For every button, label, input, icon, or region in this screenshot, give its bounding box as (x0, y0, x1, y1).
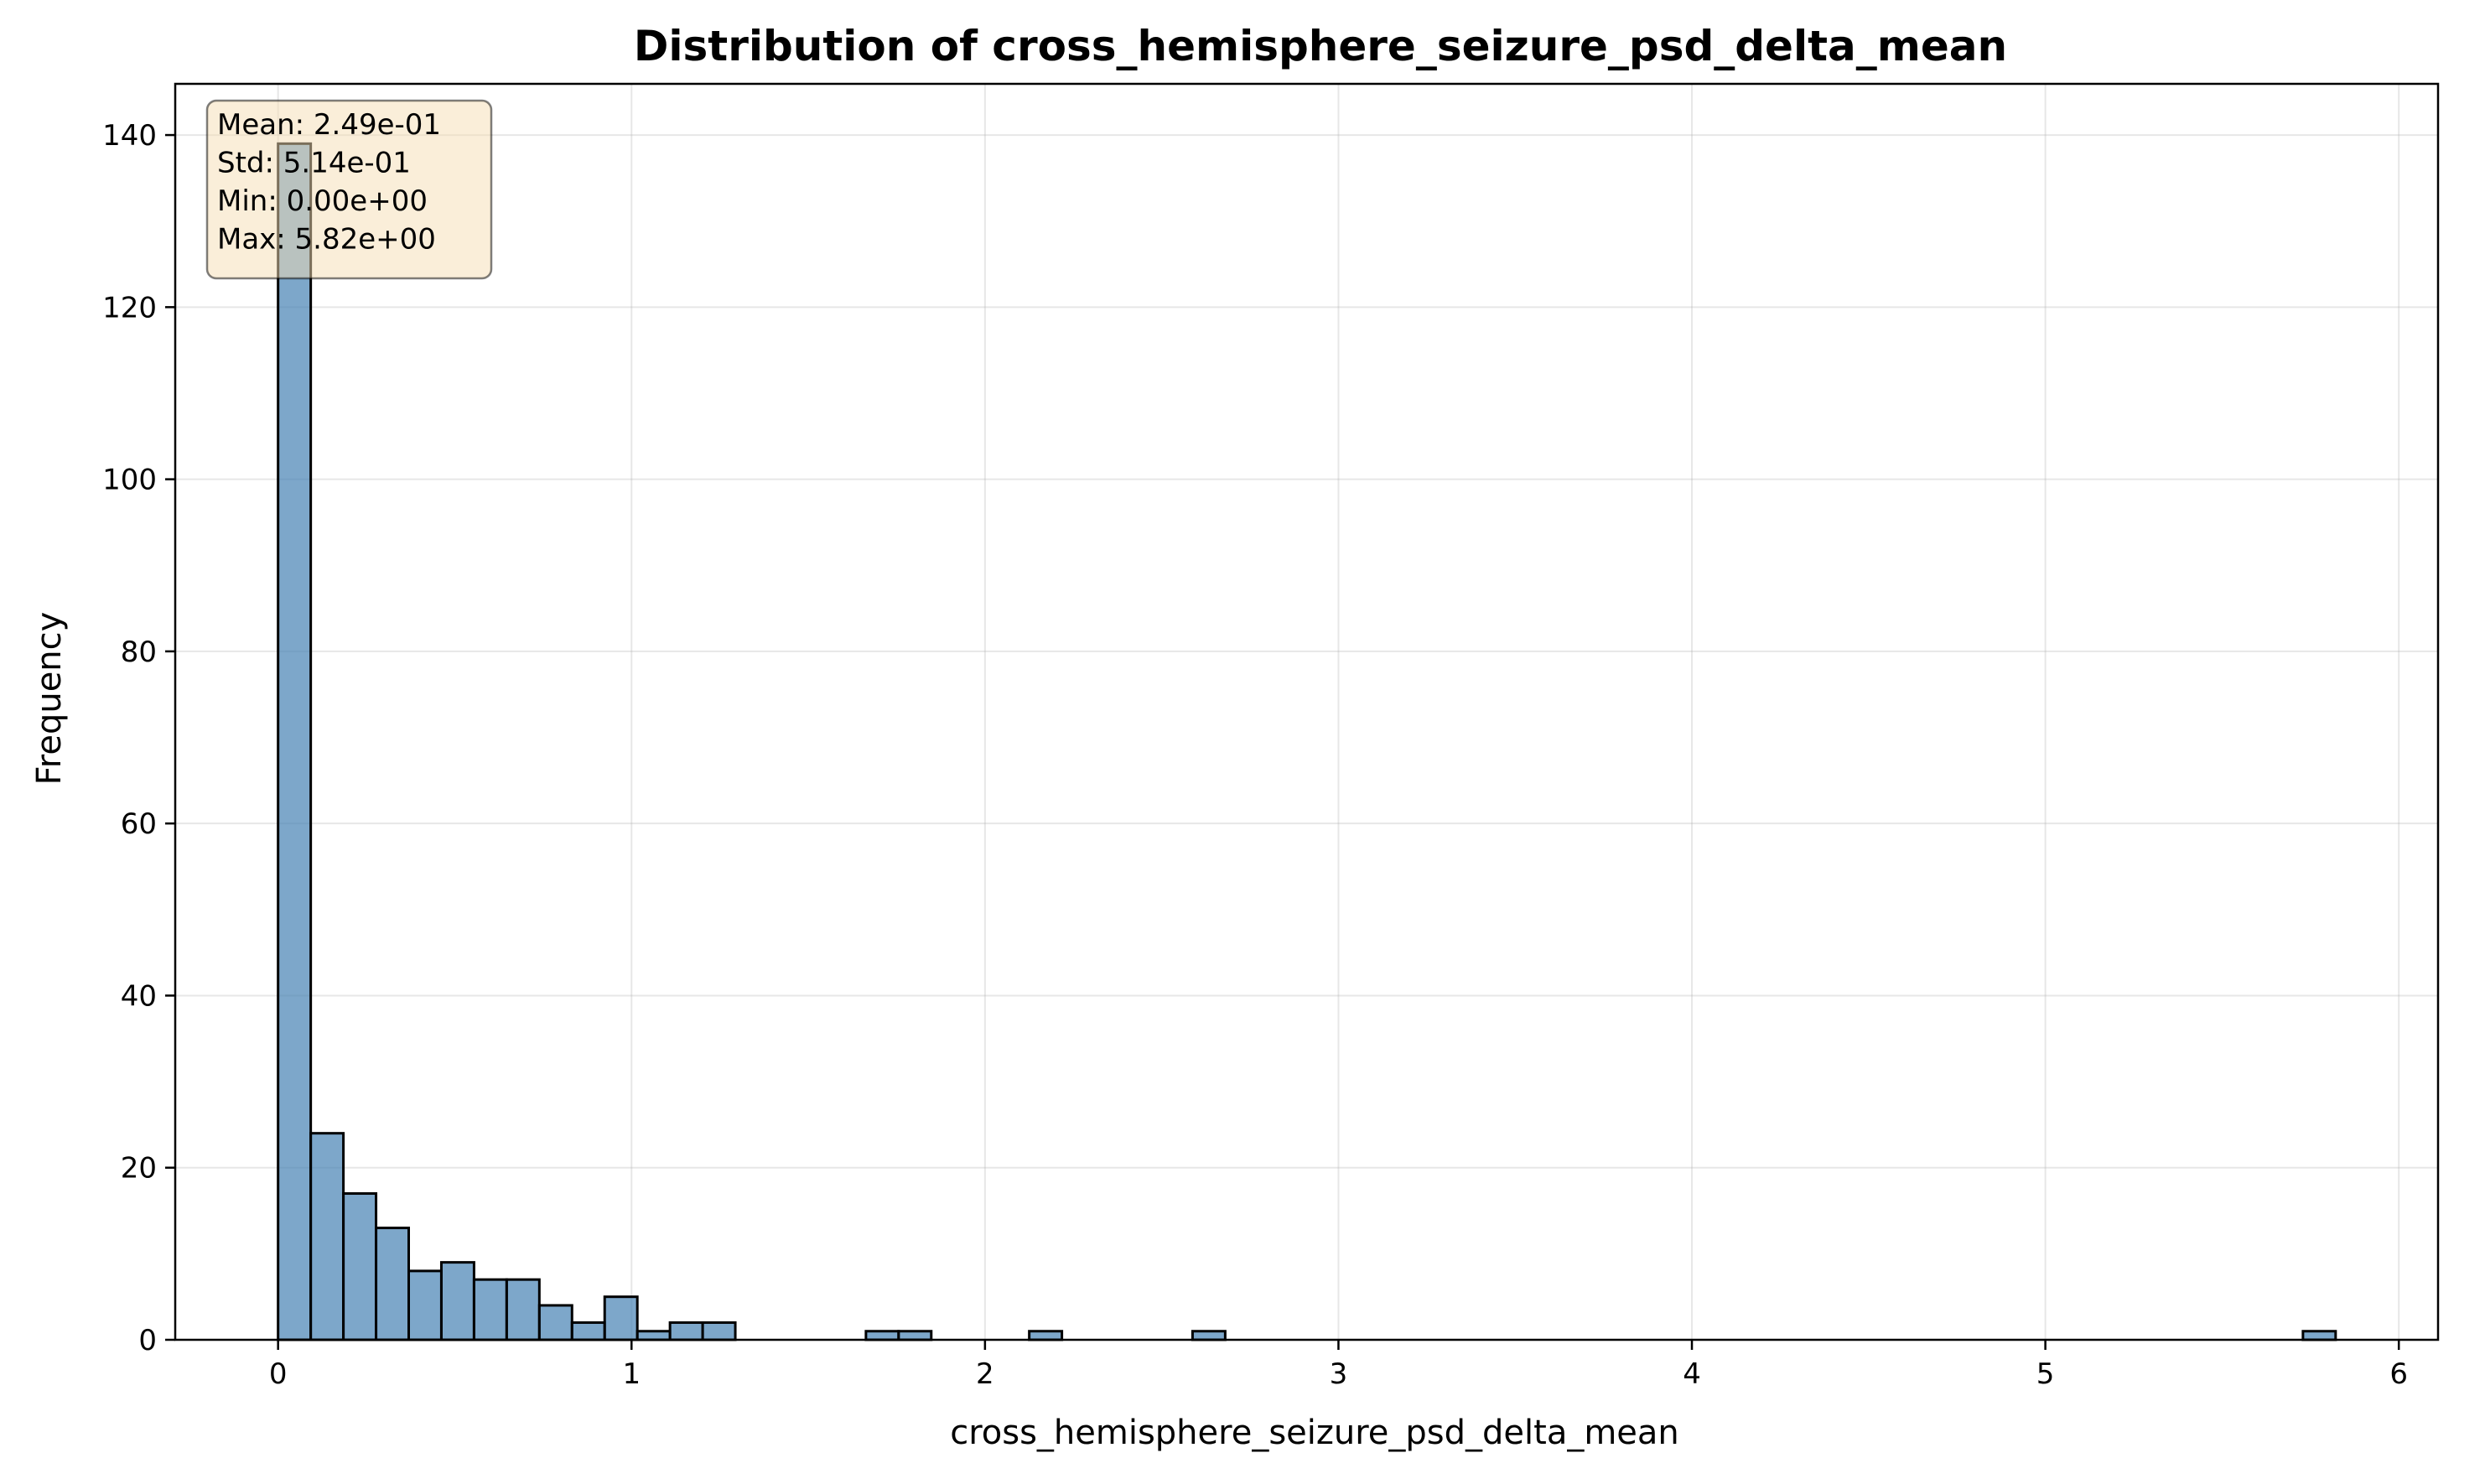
x-tick-label: 3 (1330, 1357, 1348, 1391)
histogram-bar (537, 1304, 573, 1341)
stats-box-background (205, 99, 493, 280)
x-tick-label: 1 (622, 1357, 641, 1391)
y-tick-label: 140 (102, 119, 157, 153)
histogram-bar (505, 1278, 541, 1341)
x-tick-label: 5 (2036, 1357, 2055, 1391)
stats-line: Max: 5.82e+00 (217, 223, 436, 257)
stats-line: Min: 0.00e+00 (217, 184, 428, 218)
y-axis-label: Frequency (30, 612, 69, 786)
stats-box: Mean: 2.49e-01 Std: 5.14e-01 Min: 0.00e+00… (205, 99, 493, 280)
y-tick-label: 20 (121, 1152, 157, 1186)
histogram-bar (668, 1321, 704, 1341)
x-tick-label: 2 (976, 1357, 994, 1391)
x-tick-label: 0 (269, 1357, 288, 1391)
histogram-bar (407, 1269, 443, 1341)
y-tick-label: 0 (138, 1324, 157, 1357)
chart-title: Distribution of cross_hemisphere_seizure… (634, 22, 2007, 70)
histogram-bar (472, 1278, 508, 1341)
histogram-bar (439, 1261, 475, 1341)
histogram-bar (570, 1321, 606, 1341)
x-axis-label: cross_hemisphere_seizure_psd_delta_mean (950, 1414, 1679, 1452)
y-tick-label: 60 (121, 807, 157, 841)
histogram-bar (636, 1330, 672, 1341)
axes-frame (174, 82, 2440, 1341)
x-tick-label: 4 (1683, 1357, 1701, 1391)
y-tick-label: 40 (121, 979, 157, 1013)
histogram-bar (1028, 1330, 1064, 1341)
histogram-bar (2301, 1330, 2337, 1341)
histogram-bar (864, 1330, 900, 1341)
histogram-bar (603, 1295, 639, 1341)
histogram-bar (277, 142, 313, 1341)
stats-line: Mean: 2.49e-01 (217, 108, 441, 142)
histogram-bar (342, 1192, 378, 1341)
y-tick-label: 100 (102, 464, 157, 497)
histogram-bar (1191, 1330, 1227, 1341)
x-tick-label: 6 (2389, 1357, 2408, 1391)
y-tick-label: 80 (121, 636, 157, 669)
histogram-bar (701, 1321, 737, 1341)
histogram-bar (897, 1330, 933, 1341)
histogram-bar (309, 1132, 345, 1341)
y-tick-label: 120 (102, 291, 157, 324)
stats-line: Std: 5.14e-01 (217, 147, 411, 180)
histogram-bar (375, 1227, 411, 1341)
